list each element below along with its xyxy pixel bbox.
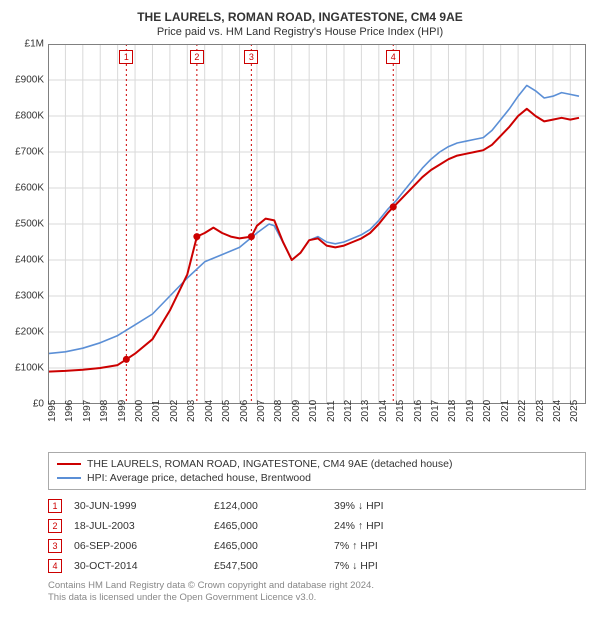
y-tick-label: £700K (15, 147, 44, 158)
y-tick-label: £900K (15, 75, 44, 86)
y-tick-label: £500K (15, 219, 44, 230)
x-tick-label: 2004 (204, 400, 215, 422)
x-tick-label: 2019 (465, 400, 476, 422)
x-tick-label: 2010 (308, 400, 319, 422)
x-tick-label: 2005 (221, 400, 232, 422)
sale-date: 30-OCT-2014 (74, 560, 214, 572)
y-tick-label: £1M (25, 39, 44, 50)
sale-marker-box: 2 (190, 50, 204, 64)
y-tick-label: £0 (33, 399, 44, 410)
x-tick-label: 1995 (47, 400, 58, 422)
sales-table: 1 30-JUN-1999£124,00039% ↓ HPI 2 18-JUL-200… (48, 496, 586, 576)
x-tick-label: 2023 (535, 400, 546, 422)
sale-delta: 24% ↑ HPI (334, 520, 474, 532)
sale-date: 30-JUN-1999 (74, 500, 214, 512)
x-tick-label: 2003 (186, 400, 197, 422)
x-tick-label: 1996 (64, 400, 75, 422)
plot-svg (48, 44, 586, 404)
sale-delta: 7% ↑ HPI (334, 540, 474, 552)
x-tick-label: 2025 (569, 400, 580, 422)
x-tick-label: 2006 (239, 400, 250, 422)
sale-number-box: 1 (48, 499, 62, 513)
sale-row: 3 06-SEP-2006£465,0007% ↑ HPI (48, 536, 586, 556)
sale-row: 2 18-JUL-2003£465,00024% ↑ HPI (48, 516, 586, 536)
x-tick-label: 2013 (360, 400, 371, 422)
legend-row: HPI: Average price, detached house, Bren… (57, 471, 577, 485)
x-tick-label: 2017 (430, 400, 441, 422)
sale-row: 4 30-OCT-2014£547,5007% ↓ HPI (48, 556, 586, 576)
x-tick-label: 2002 (169, 400, 180, 422)
legend-label: THE LAURELS, ROMAN ROAD, INGATESTONE, CM… (87, 458, 452, 470)
legend-label: HPI: Average price, detached house, Bren… (87, 472, 311, 484)
y-tick-label: £200K (15, 327, 44, 338)
x-tick-label: 2018 (447, 400, 458, 422)
x-tick-label: 2001 (151, 400, 162, 422)
chart-title: THE LAURELS, ROMAN ROAD, INGATESTONE, CM… (0, 0, 600, 24)
sale-delta: 39% ↓ HPI (334, 500, 474, 512)
sale-number-box: 4 (48, 559, 62, 573)
x-tick-label: 2014 (378, 400, 389, 422)
sale-date: 06-SEP-2006 (74, 540, 214, 552)
footer-line-1: Contains HM Land Registry data © Crown c… (48, 580, 586, 592)
x-tick-label: 2011 (326, 400, 337, 422)
sale-number-box: 2 (48, 519, 62, 533)
x-tick-label: 2020 (482, 400, 493, 422)
x-tick-label: 2007 (256, 400, 267, 422)
x-tick-label: 2022 (517, 400, 528, 422)
sale-date: 18-JUL-2003 (74, 520, 214, 532)
x-tick-label: 2021 (500, 400, 511, 422)
legend-swatch (57, 477, 81, 479)
legend-row: THE LAURELS, ROMAN ROAD, INGATESTONE, CM… (57, 457, 577, 471)
chart-area: £0£100K£200K£300K£400K£500K£600K£700K£80… (48, 44, 586, 404)
legend-swatch (57, 463, 81, 465)
sale-marker-box: 3 (244, 50, 258, 64)
x-tick-label: 2015 (395, 400, 406, 422)
y-tick-label: £400K (15, 255, 44, 266)
y-tick-label: £600K (15, 183, 44, 194)
footer: Contains HM Land Registry data © Crown c… (48, 580, 586, 605)
x-tick-label: 2012 (343, 400, 354, 422)
x-tick-label: 2000 (134, 400, 145, 422)
sale-price: £465,000 (214, 540, 334, 552)
sale-delta: 7% ↓ HPI (334, 560, 474, 572)
x-tick-label: 2009 (291, 400, 302, 422)
y-tick-label: £800K (15, 111, 44, 122)
y-tick-label: £100K (15, 363, 44, 374)
sale-number-box: 3 (48, 539, 62, 553)
x-tick-label: 1999 (117, 400, 128, 422)
sale-marker-box: 1 (119, 50, 133, 64)
x-tick-label: 1997 (82, 400, 93, 422)
sale-price: £465,000 (214, 520, 334, 532)
sale-price: £547,500 (214, 560, 334, 572)
sale-price: £124,000 (214, 500, 334, 512)
sale-row: 1 30-JUN-1999£124,00039% ↓ HPI (48, 496, 586, 516)
x-tick-label: 2016 (413, 400, 424, 422)
legend: THE LAURELS, ROMAN ROAD, INGATESTONE, CM… (48, 452, 586, 490)
y-tick-label: £300K (15, 291, 44, 302)
chart-subtitle: Price paid vs. HM Land Registry's House … (0, 24, 600, 44)
x-tick-label: 1998 (99, 400, 110, 422)
x-tick-label: 2008 (273, 400, 284, 422)
footer-line-2: This data is licensed under the Open Gov… (48, 592, 586, 604)
x-tick-label: 2024 (552, 400, 563, 422)
sale-marker-box: 4 (386, 50, 400, 64)
